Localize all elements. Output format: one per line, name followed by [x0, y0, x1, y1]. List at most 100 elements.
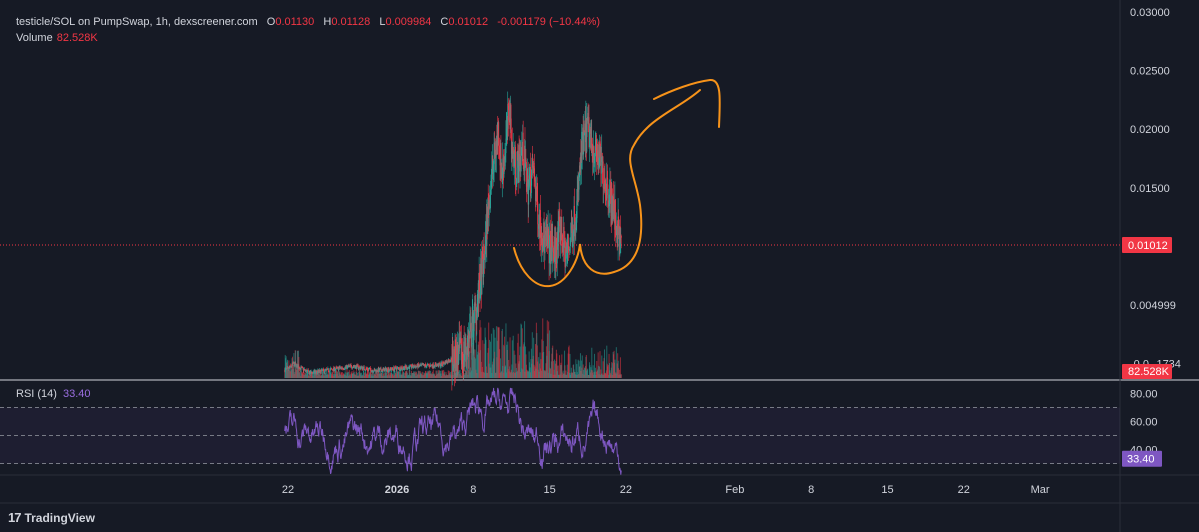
candle-body — [303, 369, 305, 370]
volume-label: Volume — [16, 32, 53, 44]
candle-body — [350, 364, 352, 367]
candle-body — [458, 337, 460, 349]
candle-body — [544, 234, 546, 254]
candle-body — [318, 370, 320, 372]
candle-body — [391, 367, 393, 370]
candle-body — [440, 363, 442, 366]
candle-body — [538, 214, 540, 227]
candle-body — [520, 155, 522, 167]
candle-body — [371, 370, 373, 372]
candle-body — [577, 189, 579, 192]
candle-body — [419, 364, 421, 367]
candle-body — [407, 367, 409, 369]
candle-body — [393, 366, 395, 371]
candle-body — [584, 123, 586, 143]
candle-body — [307, 370, 309, 371]
candle-body — [363, 366, 365, 368]
volume-bar — [534, 344, 536, 378]
candle-body — [317, 370, 319, 372]
candle-body — [590, 121, 592, 139]
time-tick-label: 22 — [282, 484, 294, 496]
candle-body — [339, 366, 341, 369]
candle-body — [549, 230, 551, 236]
candle-body — [498, 146, 500, 152]
candle-body — [513, 150, 515, 152]
candle-body — [404, 368, 406, 370]
candle-body — [588, 117, 590, 124]
candle-body — [432, 363, 434, 368]
candle-body — [366, 368, 367, 369]
volume-bar — [356, 371, 358, 378]
candle-body — [383, 368, 385, 370]
candle-body — [422, 364, 424, 366]
candle-body — [419, 364, 421, 366]
volume-bar — [302, 370, 304, 378]
candle-body — [483, 244, 485, 258]
candle-body — [575, 222, 577, 228]
candle-body — [503, 156, 505, 175]
volume-bar — [564, 350, 566, 378]
open-label: O — [266, 16, 276, 28]
candle-body — [551, 230, 553, 261]
candle-body — [439, 363, 441, 367]
candle-body — [609, 185, 611, 195]
candle-body — [496, 140, 498, 141]
candle-body — [484, 257, 486, 260]
candle-body — [448, 359, 450, 363]
volume-bar — [620, 374, 622, 378]
candle-body — [332, 370, 334, 371]
candle-body — [314, 370, 316, 373]
candle-body — [576, 200, 578, 223]
tradingview-brand[interactable]: 17 TradingView — [8, 510, 95, 525]
candle-body — [478, 283, 480, 304]
volume-bar — [559, 355, 561, 378]
time-tick-label: 2026 — [385, 484, 409, 496]
candle-body — [346, 365, 347, 367]
candle-body — [347, 366, 348, 369]
candle-body — [300, 367, 302, 370]
candle-body — [361, 366, 362, 368]
candle-body — [354, 366, 356, 367]
candle-body — [357, 365, 359, 369]
time-tick-label: 22 — [958, 484, 970, 496]
candle-body — [352, 366, 354, 368]
volume-bar — [399, 371, 401, 378]
candle-body — [422, 364, 424, 366]
candle-body — [531, 164, 533, 176]
candle-body — [500, 172, 502, 179]
volume-bar — [323, 372, 325, 378]
candle-body — [324, 369, 326, 370]
candle-body — [342, 368, 344, 370]
volume-bar — [344, 371, 346, 378]
candle-body — [467, 342, 469, 343]
candle-body — [526, 181, 528, 192]
candle-body — [490, 189, 491, 209]
candle-body — [412, 367, 414, 368]
candle-body — [424, 364, 426, 367]
candle-body — [350, 364, 352, 366]
candle-body — [579, 165, 581, 173]
candle-body — [594, 160, 595, 164]
candle-body — [356, 364, 358, 369]
candle-body — [479, 291, 481, 299]
candle-body — [608, 200, 610, 207]
candle-body — [334, 367, 336, 372]
volume-bar — [556, 353, 558, 378]
candle-body — [451, 358, 452, 361]
volume-bar — [435, 370, 437, 378]
candle-body — [360, 367, 362, 369]
candle-body — [565, 254, 567, 259]
rsi-tag — [1122, 450, 1162, 467]
candle-body — [481, 256, 483, 258]
candle-body — [406, 366, 407, 369]
price-tick-label: 0.02000 — [1130, 124, 1170, 136]
candle-body — [360, 367, 362, 368]
volume-bar — [607, 364, 609, 378]
candle-body — [304, 369, 306, 371]
candle-body — [383, 368, 385, 372]
candle-body — [460, 337, 461, 343]
volume-bar — [561, 354, 563, 378]
candle-body — [457, 358, 459, 364]
candle-body — [364, 369, 366, 371]
